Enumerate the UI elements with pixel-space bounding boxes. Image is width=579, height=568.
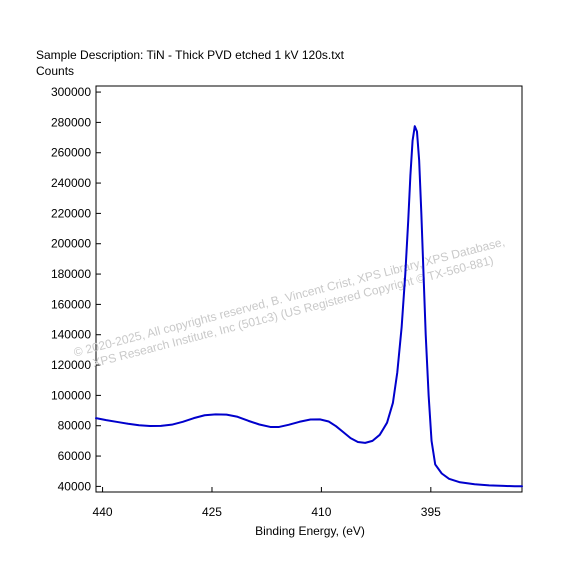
chart-title: Sample Description: TiN - Thick PVD etch…: [36, 48, 345, 62]
y-tick-label: 280000: [51, 115, 91, 129]
x-axis-label: Binding Energy, (eV): [255, 524, 365, 538]
y-tick-label: 260000: [51, 146, 91, 160]
x-tick-label: 410: [311, 505, 331, 519]
y-tick-label: 160000: [51, 297, 91, 311]
spectrum-line: [95, 125, 523, 488]
y-tick-label: 240000: [51, 176, 91, 190]
y-tick-label: 180000: [51, 267, 91, 281]
x-tick-label: 440: [93, 505, 113, 519]
plot-frame: [95, 85, 523, 493]
y-tick-label: 220000: [51, 206, 91, 220]
y-tick-label: 40000: [58, 479, 92, 493]
copyright-watermark: © 2020-2025, All copyrights reserved, B.…: [72, 235, 506, 371]
y-tick-label: 80000: [58, 419, 92, 433]
y-tick-label: 300000: [51, 85, 91, 99]
y-tick-label: 200000: [51, 237, 91, 251]
y-tick-label: 60000: [58, 449, 92, 463]
watermark-line-1: © 2020-2025, All copyrights reserved, B.…: [72, 235, 506, 360]
y-tick-label: 140000: [51, 328, 91, 342]
watermark-line-2: XPS Research Institute, Inc (501c3) (US …: [91, 253, 495, 370]
y-tick-label: 120000: [51, 358, 91, 372]
x-axis-ticks: 440 425 410 395: [93, 487, 441, 519]
y-axis-label: Counts: [36, 64, 74, 78]
y-axis-ticks: 40000 60000 80000 100000 120000 140000 160000 1…: [51, 85, 101, 493]
y-tick-label: 100000: [51, 388, 91, 402]
x-tick-label: 395: [421, 505, 441, 519]
x-tick-label: 425: [202, 505, 222, 519]
